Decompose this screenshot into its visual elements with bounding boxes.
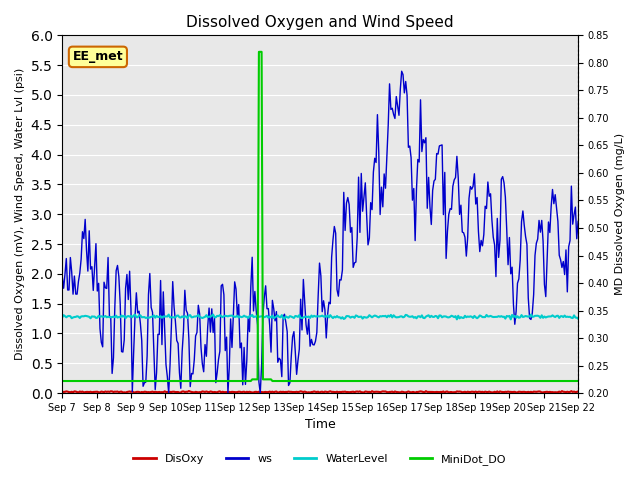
ws (398, 68, 406, 74)
ws (573, 236, 580, 241)
DisOxy (185, 388, 193, 394)
DisOxy (573, 389, 580, 395)
DisOxy (58, 389, 66, 395)
DisOxy (325, 389, 333, 395)
WaterLevel (58, 314, 66, 320)
ws (58, 274, 66, 280)
MiniDot_DO (255, 49, 263, 55)
Line: ws: ws (62, 71, 578, 393)
MiniDot_DO (92, 378, 100, 384)
WaterLevel (573, 315, 580, 321)
MiniDot_DO (572, 378, 579, 384)
MiniDot_DO (58, 378, 66, 384)
ws (92, 241, 100, 247)
DisOxy (429, 389, 436, 395)
Title: Dissolved Oxygen and Wind Speed: Dissolved Oxygen and Wind Speed (186, 15, 454, 30)
ws (165, 390, 173, 396)
ws (506, 235, 513, 240)
DisOxy (574, 388, 582, 394)
Y-axis label: Dissolved Oxygen (mV), Wind Speed, Water Lvl (psi): Dissolved Oxygen (mV), Wind Speed, Water… (15, 68, 25, 360)
MiniDot_DO (574, 378, 582, 384)
DisOxy (92, 389, 100, 395)
Legend: DisOxy, ws, WaterLevel, MiniDot_DO: DisOxy, ws, WaterLevel, MiniDot_DO (129, 450, 511, 469)
Line: WaterLevel: WaterLevel (62, 314, 578, 319)
WaterLevel (92, 315, 100, 321)
DisOxy (506, 389, 513, 395)
MiniDot_DO (504, 378, 512, 384)
X-axis label: Time: Time (305, 419, 335, 432)
MiniDot_DO (325, 378, 333, 384)
DisOxy (412, 390, 419, 396)
WaterLevel (428, 313, 435, 319)
Y-axis label: MD Dissolved Oxygen (mg/L): MD Dissolved Oxygen (mg/L) (615, 133, 625, 295)
WaterLevel (325, 314, 333, 320)
ws (429, 188, 436, 193)
Line: MiniDot_DO: MiniDot_DO (62, 52, 578, 381)
DisOxy (76, 389, 84, 395)
WaterLevel (504, 313, 512, 319)
ws (76, 270, 84, 276)
ws (574, 218, 582, 224)
Text: EE_met: EE_met (72, 50, 124, 63)
WaterLevel (209, 312, 217, 317)
Line: DisOxy: DisOxy (62, 391, 578, 393)
WaterLevel (76, 315, 84, 321)
MiniDot_DO (76, 378, 84, 384)
WaterLevel (574, 316, 582, 322)
MiniDot_DO (428, 378, 435, 384)
ws (325, 300, 333, 305)
WaterLevel (507, 316, 515, 322)
